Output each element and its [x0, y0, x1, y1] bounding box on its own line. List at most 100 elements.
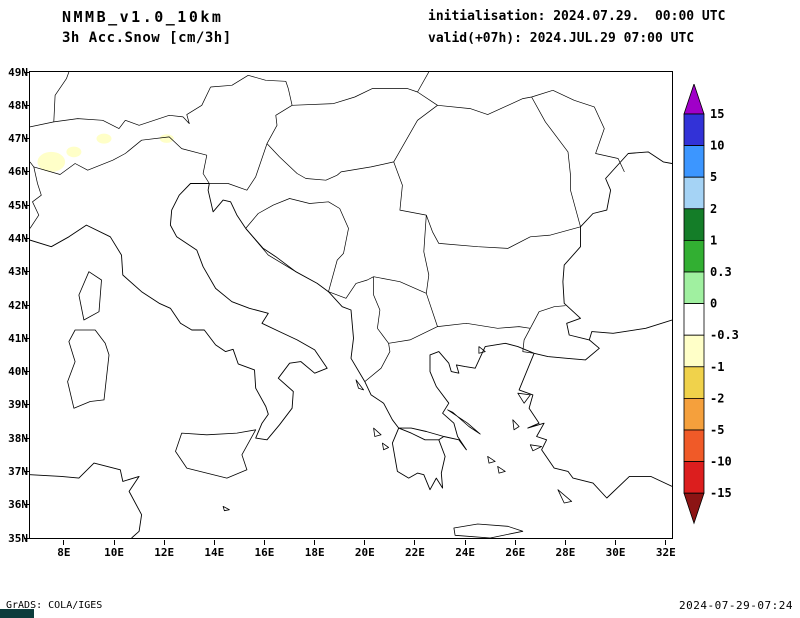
island-path — [453, 523, 524, 538]
y-tick-label: 49N — [8, 65, 28, 79]
border-path — [437, 322, 531, 329]
y-tick-mark — [24, 371, 29, 373]
y-tick-mark — [24, 138, 29, 140]
coastline-path — [207, 183, 444, 437]
border-path — [552, 89, 625, 173]
map-plot-area — [29, 71, 673, 539]
colorbar-segment — [683, 271, 705, 305]
x-tick-label: 22E — [405, 546, 425, 559]
x-tick-label: 20E — [354, 546, 375, 559]
y-tick-label: 43N — [8, 265, 28, 279]
island-path — [529, 444, 542, 452]
y-tick-mark — [24, 404, 29, 406]
colorbar-label: -5 — [710, 423, 724, 437]
y-tick-label: 41N — [8, 331, 28, 345]
coastline-path — [429, 342, 535, 451]
island-path — [487, 456, 496, 464]
x-tick-label: 10E — [104, 546, 124, 559]
y-tick-label: 45N — [8, 198, 28, 212]
y-tick-mark — [24, 271, 29, 273]
border-path — [423, 215, 438, 327]
island-path — [497, 466, 506, 474]
y-tick-label: 36N — [8, 498, 28, 512]
x-tick-mark — [263, 540, 265, 545]
colorbar-label: 15 — [710, 107, 724, 121]
border-path — [33, 136, 207, 175]
colorbar-segment — [683, 208, 705, 241]
coastline-path — [518, 353, 672, 499]
y-tick-mark — [24, 337, 29, 339]
island-path — [447, 409, 481, 435]
x-tick-label: 26E — [505, 546, 526, 559]
border-path — [328, 276, 374, 299]
colorbar-label: -10 — [710, 455, 732, 469]
border-path — [245, 198, 340, 229]
x-tick-label: 18E — [304, 546, 325, 559]
y-tick-label: 44N — [8, 231, 28, 245]
y-tick-label: 47N — [8, 132, 28, 146]
valid-time: valid(+07h): 2024.JUL.29 07:00 UTC — [428, 31, 695, 46]
y-tick-label: 38N — [8, 431, 28, 445]
colorbar-label: -15 — [710, 486, 732, 500]
colorbar-label: -0.3 — [710, 328, 739, 342]
coastline-path — [562, 151, 672, 341]
x-tick-label: 32E — [655, 546, 676, 559]
island-path — [222, 506, 230, 512]
y-tick-mark — [24, 104, 29, 106]
x-tick-mark — [665, 540, 667, 545]
x-tick-mark — [615, 540, 617, 545]
y-tick-mark — [24, 304, 29, 306]
colorbar-label: 5 — [710, 170, 717, 184]
border-path — [30, 86, 211, 129]
colorbar-segment — [683, 113, 705, 147]
x-tick-label: 8E — [57, 546, 71, 559]
border-path — [202, 155, 210, 184]
coastline-path — [30, 183, 328, 441]
colorbar-label: 0.3 — [710, 265, 732, 279]
x-tick-label: 30E — [605, 546, 626, 559]
colorbar-segment — [683, 397, 705, 431]
x-tick-label: 28E — [555, 546, 576, 559]
colorbar-label: -2 — [710, 391, 724, 405]
island-path — [78, 271, 102, 321]
x-tick-label: 16E — [254, 546, 275, 559]
colorbar-label: 10 — [710, 139, 724, 153]
border-path — [209, 143, 268, 191]
colorbar-segment — [683, 176, 705, 210]
colorbar-segment — [683, 239, 705, 273]
colorbar-segment — [683, 366, 705, 399]
x-tick-mark — [564, 540, 566, 545]
border-path — [245, 228, 296, 272]
grads-credit: GrADS: COLA/IGES — [6, 600, 103, 611]
border-path — [266, 88, 293, 144]
y-tick-label: 37N — [8, 464, 28, 478]
border-path — [437, 89, 554, 115]
border-path — [292, 72, 430, 106]
colorbar-segment — [683, 303, 705, 336]
border-path — [328, 208, 349, 292]
island-path — [355, 379, 364, 391]
border-path — [266, 143, 338, 181]
y-tick-label: 40N — [8, 365, 28, 379]
snow-shade-patch — [96, 133, 112, 144]
x-tick-mark — [63, 540, 65, 545]
island-path — [373, 427, 382, 437]
corner-block — [0, 609, 34, 618]
colorbar-arrow-bottom — [683, 492, 705, 525]
snow-shade-patch — [66, 146, 82, 158]
island-path — [478, 346, 486, 354]
colorbar-segment — [683, 461, 705, 494]
y-tick-mark — [24, 171, 29, 173]
island-path — [382, 442, 389, 451]
model-title: NMMB_v1.0_10km — [62, 8, 224, 26]
y-tick-mark — [24, 204, 29, 206]
snow-shade-patch — [159, 134, 174, 143]
x-tick-mark — [464, 540, 466, 545]
x-tick-mark — [163, 540, 165, 545]
border-path — [53, 72, 70, 122]
y-tick-label: 48N — [8, 98, 28, 112]
timestamp: 2024-07-29-07:24 — [679, 599, 793, 612]
border-path — [210, 74, 289, 89]
x-tick-label: 24E — [455, 546, 476, 559]
border-path — [393, 161, 427, 216]
